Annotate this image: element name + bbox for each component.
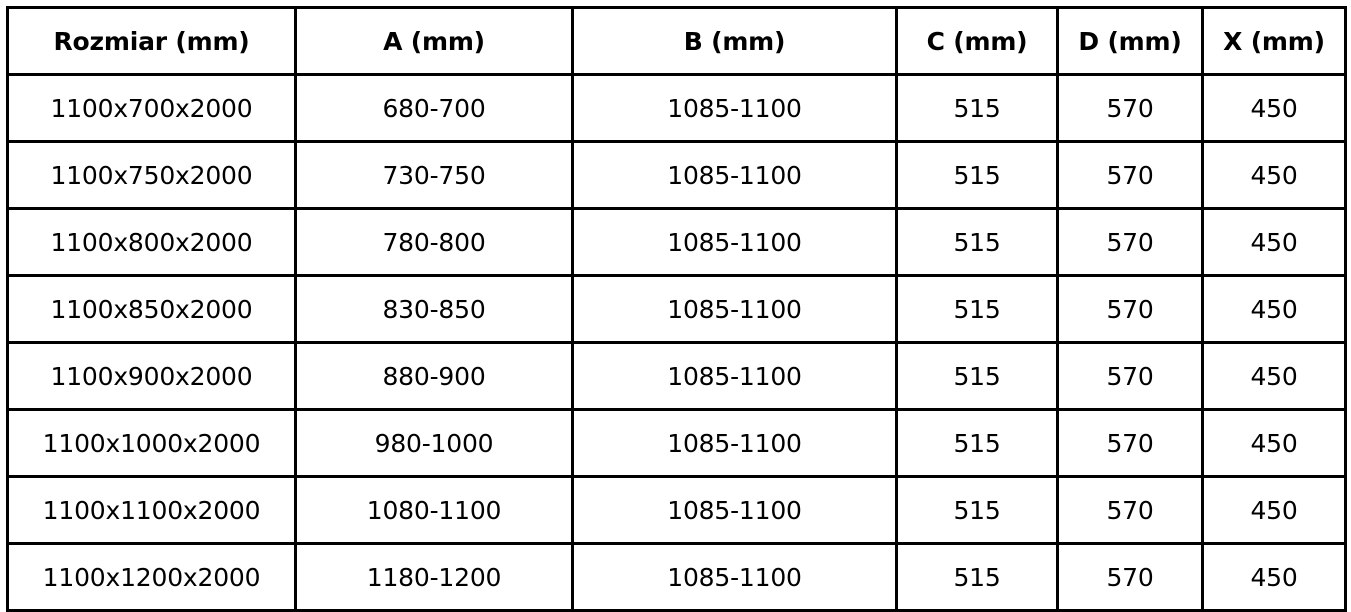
- cell-c: 515: [895, 542, 1059, 612]
- table-header: Rozmiar (mm) A (mm) B (mm) C (mm) D (mm)…: [6, 6, 1347, 76]
- cell-b: 1085-1100: [571, 475, 898, 545]
- cell-a: 730-750: [294, 140, 574, 210]
- cell-d: 570: [1056, 475, 1204, 545]
- table-row: 1100x1100x2000 1080-1100 1085-1100 515 5…: [6, 475, 1347, 545]
- cell-b: 1085-1100: [571, 341, 898, 411]
- cell-d: 570: [1056, 408, 1204, 478]
- cell-d: 570: [1056, 140, 1204, 210]
- cell-x: 450: [1201, 341, 1347, 411]
- cell-c: 515: [895, 408, 1059, 478]
- cell-a: 780-800: [294, 207, 574, 277]
- table-row: 1100x850x2000 830-850 1085-1100 515 570 …: [6, 274, 1347, 344]
- cell-a: 880-900: [294, 341, 574, 411]
- cell-d: 570: [1056, 207, 1204, 277]
- cell-d: 570: [1056, 73, 1204, 143]
- cell-size: 1100x800x2000: [6, 207, 297, 277]
- cell-d: 570: [1056, 274, 1204, 344]
- cell-size: 1100x850x2000: [6, 274, 297, 344]
- table-row: 1100x700x2000 680-700 1085-1100 515 570 …: [6, 73, 1347, 143]
- dimensions-table: Rozmiar (mm) A (mm) B (mm) C (mm) D (mm)…: [6, 6, 1347, 612]
- table-row: 1100x1000x2000 980-1000 1085-1100 515 57…: [6, 408, 1347, 478]
- column-header-a: A (mm): [294, 6, 574, 76]
- cell-x: 450: [1201, 140, 1347, 210]
- cell-b: 1085-1100: [571, 207, 898, 277]
- table-row: 1100x900x2000 880-900 1085-1100 515 570 …: [6, 341, 1347, 411]
- spec-table-sheet: Rozmiar (mm) A (mm) B (mm) C (mm) D (mm)…: [6, 6, 1347, 612]
- cell-x: 450: [1201, 408, 1347, 478]
- cell-c: 515: [895, 274, 1059, 344]
- cell-size: 1100x700x2000: [6, 73, 297, 143]
- cell-c: 515: [895, 140, 1059, 210]
- cell-b: 1085-1100: [571, 408, 898, 478]
- cell-b: 1085-1100: [571, 274, 898, 344]
- cell-size: 1100x750x2000: [6, 140, 297, 210]
- column-header-d: D (mm): [1056, 6, 1204, 76]
- cell-d: 570: [1056, 542, 1204, 612]
- cell-b: 1085-1100: [571, 542, 898, 612]
- cell-c: 515: [895, 207, 1059, 277]
- cell-size: 1100x1100x2000: [6, 475, 297, 545]
- cell-b: 1085-1100: [571, 73, 898, 143]
- table-row: 1100x750x2000 730-750 1085-1100 515 570 …: [6, 140, 1347, 210]
- cell-a: 1080-1100: [294, 475, 574, 545]
- table-row: 1100x800x2000 780-800 1085-1100 515 570 …: [6, 207, 1347, 277]
- column-header-b: B (mm): [571, 6, 898, 76]
- cell-c: 515: [895, 475, 1059, 545]
- cell-c: 515: [895, 73, 1059, 143]
- cell-a: 980-1000: [294, 408, 574, 478]
- cell-a: 830-850: [294, 274, 574, 344]
- table-header-row: Rozmiar (mm) A (mm) B (mm) C (mm) D (mm)…: [6, 6, 1347, 76]
- column-header-x: X (mm): [1201, 6, 1347, 76]
- column-header-c: C (mm): [895, 6, 1059, 76]
- cell-size: 1100x1200x2000: [6, 542, 297, 612]
- cell-x: 450: [1201, 73, 1347, 143]
- cell-b: 1085-1100: [571, 140, 898, 210]
- cell-x: 450: [1201, 207, 1347, 277]
- cell-d: 570: [1056, 341, 1204, 411]
- cell-x: 450: [1201, 475, 1347, 545]
- cell-size: 1100x900x2000: [6, 341, 297, 411]
- cell-c: 515: [895, 341, 1059, 411]
- table-body: 1100x700x2000 680-700 1085-1100 515 570 …: [6, 73, 1347, 612]
- column-header-size: Rozmiar (mm): [6, 6, 297, 76]
- cell-a: 1180-1200: [294, 542, 574, 612]
- cell-x: 450: [1201, 274, 1347, 344]
- table-row: 1100x1200x2000 1180-1200 1085-1100 515 5…: [6, 542, 1347, 612]
- cell-size: 1100x1000x2000: [6, 408, 297, 478]
- cell-x: 450: [1201, 542, 1347, 612]
- cell-a: 680-700: [294, 73, 574, 143]
